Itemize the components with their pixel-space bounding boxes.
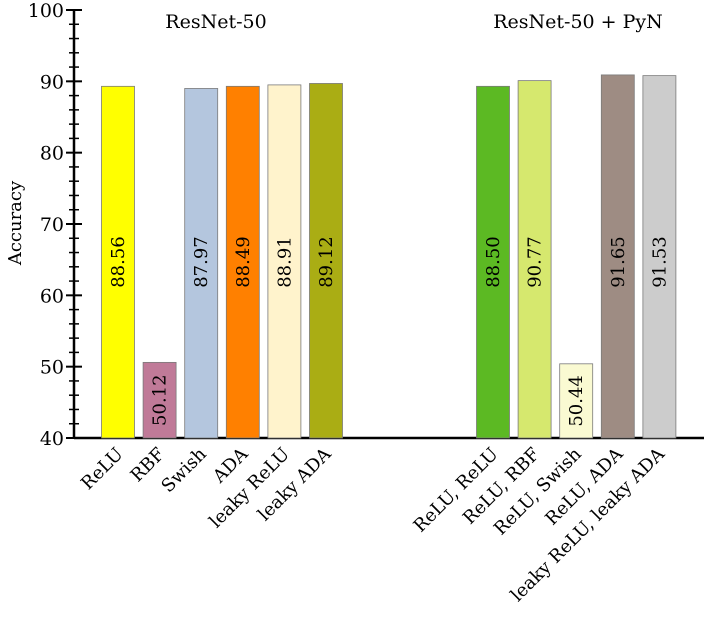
y-tick-label: 70 [40, 214, 64, 236]
group-title-resnet50-pyn: ResNet-50 + PyN [493, 11, 663, 33]
bar-value-label: 50.44 [566, 375, 587, 427]
bar-leaky-relu [267, 84, 302, 439]
bar-leaky-ada [309, 83, 343, 439]
y-tick-label: 90 [40, 71, 64, 93]
bar-relu-relu [476, 85, 510, 439]
y-axis-title: Accuracy [5, 180, 26, 266]
bar-value-label: 50.12 [150, 374, 171, 426]
bar-relu-rbf [517, 80, 552, 439]
y-tick-label: 40 [40, 428, 64, 450]
bar-swish [184, 88, 219, 439]
bar-rbf [142, 361, 177, 439]
bar-relu-swish [559, 363, 594, 439]
bar-value-label: 87.97 [191, 236, 212, 288]
bar-relu-ada [600, 74, 635, 439]
bar-value-label: 88.49 [233, 236, 254, 288]
y-tick-label: 50 [40, 357, 64, 379]
y-tick-label: 100 [28, 0, 64, 22]
bar-marks: 88.56 50.12 87.97 88.49 88.91 89.12 88.50 90.77… [101, 74, 677, 439]
bar-value-label: 91.53 [649, 236, 670, 288]
category-label: Swish [157, 443, 211, 497]
bar-value-label: 90.77 [525, 236, 546, 288]
bar-leaky-relu-leaky-ada [642, 75, 677, 439]
bar-value-label: 91.65 [608, 236, 629, 288]
group-title-resnet50: ResNet-50 [165, 11, 266, 33]
bar-value-label: 89.12 [316, 236, 337, 288]
y-tick-label: 80 [40, 143, 64, 165]
y-tick-label: 60 [40, 285, 64, 307]
bar-relu [101, 85, 135, 439]
bar-value-label: 88.56 [108, 236, 129, 288]
bar-ada [225, 85, 260, 439]
bar-value-label: 88.50 [483, 236, 504, 288]
y-axis-ticks: 40 50 60 70 80 90 100 [28, 0, 82, 450]
category-label: ReLU [77, 444, 127, 494]
bar-value-label: 88.91 [274, 236, 295, 288]
